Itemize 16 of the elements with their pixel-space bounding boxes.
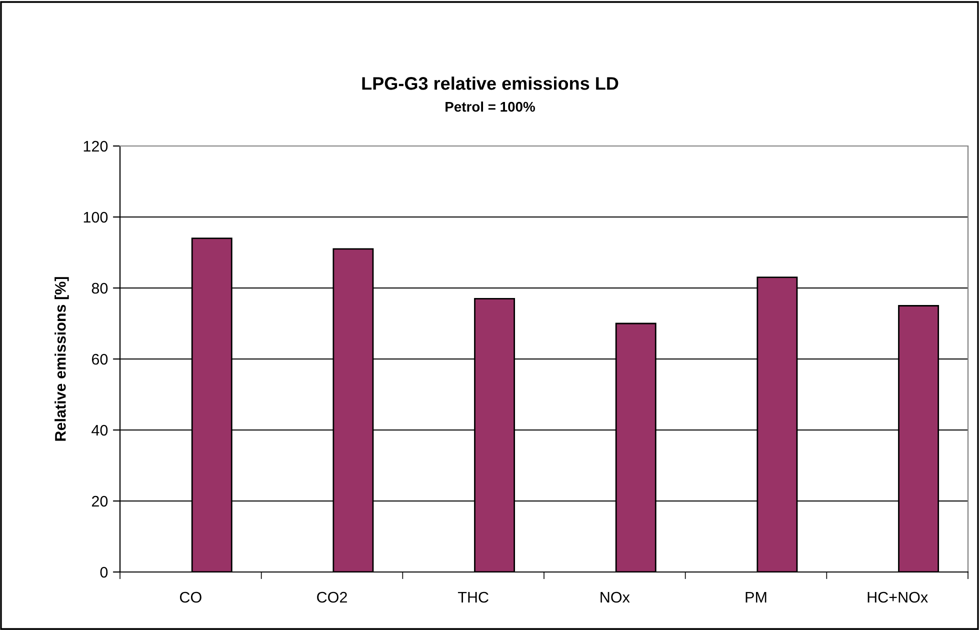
x-tick-label: CO [180, 592, 202, 603]
chart-title: LPG-G3 relative emissions LD [362, 76, 618, 90]
x-tick-label: THC [458, 592, 488, 603]
x-tick-label: CO2 [317, 592, 347, 603]
x-tick-label: PM [746, 592, 766, 603]
y-tick-label: 40 [92, 424, 108, 436]
chart-subtitle: Petrol = 100% [446, 102, 535, 112]
y-tick-label: 120 [84, 140, 108, 152]
y-axis-title: Relative emissions [%] [54, 277, 69, 441]
y-tick-label: 0 [100, 566, 108, 578]
y-tick-label: 60 [92, 354, 108, 365]
x-tick-label: HC+NOx [868, 592, 928, 603]
y-tick-label: 20 [92, 496, 108, 507]
x-tick-label: NOx [600, 592, 630, 603]
y-tick-label: 80 [92, 282, 108, 294]
y-tick-label: 100 [84, 212, 108, 223]
